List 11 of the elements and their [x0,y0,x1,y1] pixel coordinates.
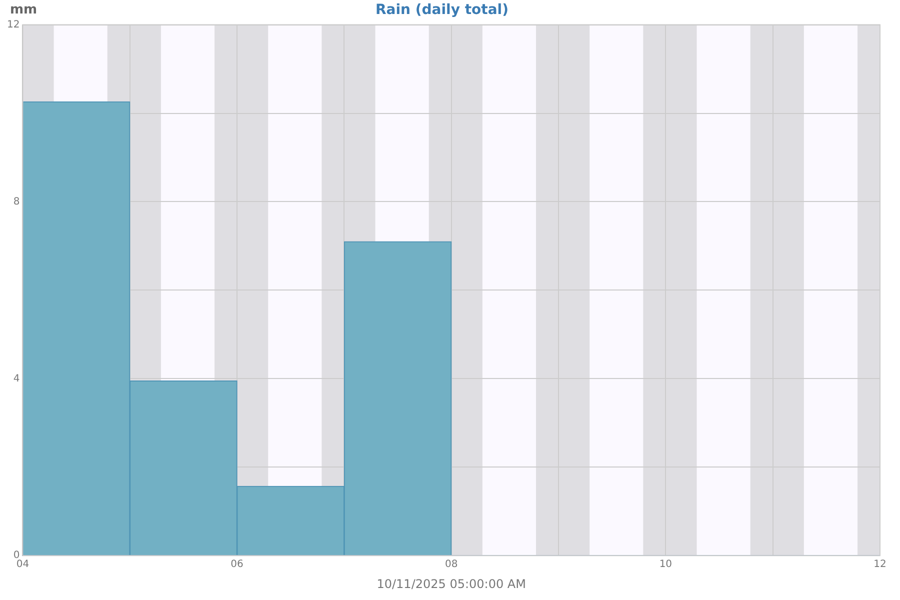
x-tick-label: 10 [659,559,672,570]
y-tick-label: 4 [13,373,20,384]
chart-title: Rain (daily total) [376,2,508,18]
x-tick-label: 04 [16,559,30,570]
x-tick-label: 12 [874,559,886,570]
y-tick-label: 8 [13,196,20,208]
x-tick-label: 08 [444,559,458,570]
x-axis-title: 10/11/2025 05:00:00 AM [376,576,526,591]
x-tick-label: 06 [230,559,244,570]
y-tick-label: 12 [6,19,20,30]
y-axis-title: mm [10,2,38,18]
